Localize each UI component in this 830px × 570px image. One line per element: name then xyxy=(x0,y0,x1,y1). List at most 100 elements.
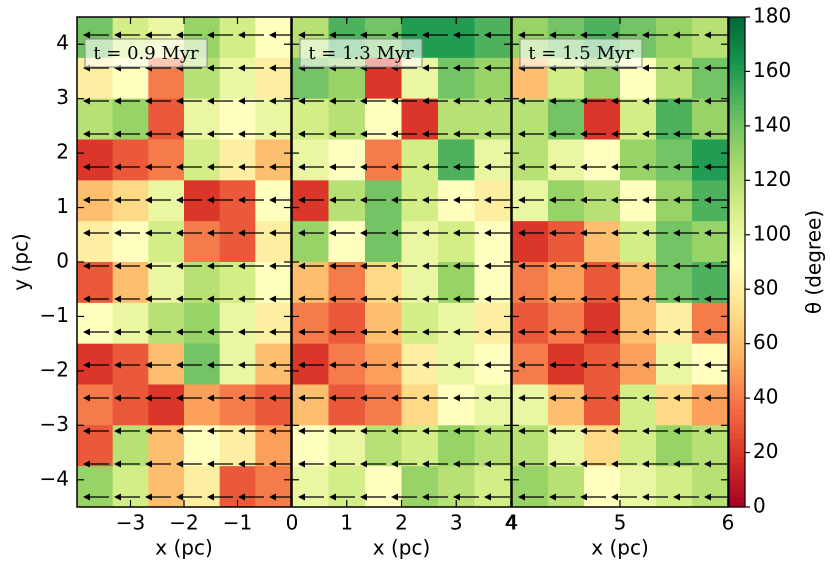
colorbar-cell xyxy=(729,350,745,356)
heat-cell xyxy=(219,384,256,426)
arrow-head xyxy=(484,196,491,204)
heat-cell xyxy=(512,262,549,304)
colorbar-cell xyxy=(729,355,745,361)
heat-cell xyxy=(692,57,729,100)
arrow-head xyxy=(518,163,525,171)
arrow-head xyxy=(238,163,245,171)
colorbar-cell xyxy=(729,257,745,263)
arrow-head xyxy=(238,64,245,72)
arrow-head xyxy=(83,163,90,171)
arrow-head xyxy=(422,64,429,72)
arrow-head xyxy=(704,328,711,336)
heat-cell xyxy=(328,139,366,181)
arrow-head xyxy=(611,163,618,171)
heat-cell xyxy=(656,139,693,181)
heat-cell xyxy=(112,262,149,304)
heat-cell xyxy=(292,302,329,345)
heat-cell xyxy=(255,466,292,508)
arrow-head xyxy=(549,196,556,204)
colorbar-cell xyxy=(729,124,745,131)
arrow-head xyxy=(360,262,367,270)
arrow-head xyxy=(238,130,245,138)
colorbar-cell xyxy=(729,134,745,141)
arrow-head xyxy=(580,460,587,468)
colorbar-cell xyxy=(729,85,745,92)
arrow-head xyxy=(518,427,525,435)
arrow-head xyxy=(269,97,276,105)
arrow-head xyxy=(611,97,618,105)
annotation: t = 0.9 Myr xyxy=(93,43,199,64)
colorbar-cell xyxy=(729,364,745,371)
arrow-head xyxy=(580,97,587,105)
heat-cell xyxy=(184,302,221,345)
colorbar-cell xyxy=(729,320,745,327)
x-axis-label: x (pc) xyxy=(591,536,649,560)
arrow-head xyxy=(484,262,491,270)
colorbar-cell xyxy=(729,222,745,229)
arrow-head xyxy=(391,31,398,39)
arrow-head xyxy=(484,460,491,468)
arrow-head xyxy=(329,262,336,270)
heat-cell xyxy=(328,221,366,263)
heat-cell xyxy=(77,425,114,467)
arrow-head xyxy=(298,97,305,105)
heat-cell xyxy=(328,302,366,345)
arrow-head xyxy=(176,229,183,237)
colorbar-cell xyxy=(729,423,745,430)
x-tick-label: 5 xyxy=(614,511,627,535)
arrow-head xyxy=(642,262,649,270)
colorbar-cell xyxy=(729,217,745,224)
y-tick-label: 1 xyxy=(56,194,69,218)
colorbar-cell xyxy=(729,51,745,57)
colorbar-cell xyxy=(729,487,745,493)
heat-cell xyxy=(401,343,439,385)
heat-cell xyxy=(656,17,693,59)
heat-cell xyxy=(365,139,402,181)
arrow-head xyxy=(238,394,245,402)
x-tick-label: 4 xyxy=(505,511,518,535)
colorbar-cell xyxy=(729,409,745,415)
arrow-head xyxy=(391,97,398,105)
arrow-head xyxy=(114,163,121,171)
colorbar-cell xyxy=(729,36,745,43)
arrow-head xyxy=(704,493,711,501)
arrow-head xyxy=(176,163,183,171)
arrow-head xyxy=(391,130,398,138)
arrow-head xyxy=(269,460,276,468)
x-tick-label: 2 xyxy=(395,511,408,535)
arrow-head xyxy=(83,262,90,270)
heat-cell xyxy=(656,98,693,140)
heat-cell xyxy=(692,221,729,263)
colorbar-cell xyxy=(729,271,745,278)
x-tick-label: 6 xyxy=(722,511,735,535)
arrow-head xyxy=(611,361,618,369)
arrow-head xyxy=(611,394,618,402)
arrow-head xyxy=(360,427,367,435)
arrow-head xyxy=(391,427,398,435)
colorbar-tick-label: 20 xyxy=(753,439,778,463)
heat-cell xyxy=(656,262,693,304)
heat-cell xyxy=(620,384,657,426)
heat-cell xyxy=(365,262,402,304)
arrow-head xyxy=(453,328,460,336)
heat-cell xyxy=(365,221,402,263)
colorbar-cell xyxy=(729,90,745,96)
heat-cell xyxy=(365,466,402,508)
colorbar-frame xyxy=(728,16,746,508)
heat-cell xyxy=(219,139,256,181)
heat-cell xyxy=(292,262,329,304)
heat-cell xyxy=(692,139,729,181)
arrow-head xyxy=(484,130,491,138)
arrow-head xyxy=(391,163,398,171)
heat-cell xyxy=(184,343,221,385)
heat-cell xyxy=(438,139,475,181)
arrow-head xyxy=(518,460,525,468)
arrow-head xyxy=(453,493,460,501)
heat-cell xyxy=(148,466,185,508)
heat-cell xyxy=(184,262,221,304)
arrow-head xyxy=(145,163,152,171)
arrow-head xyxy=(580,361,587,369)
arrow-head xyxy=(114,361,121,369)
colorbar-cell xyxy=(729,296,745,302)
colorbar-cell xyxy=(729,168,745,175)
